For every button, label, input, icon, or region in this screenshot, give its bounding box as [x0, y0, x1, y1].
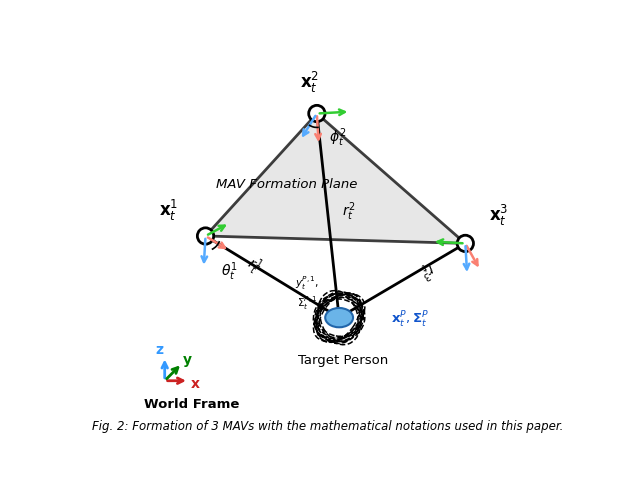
Text: Fig. 2: Formation of 3 MAVs with the mathematical notations used in this paper.: Fig. 2: Formation of 3 MAVs with the mat…: [92, 420, 564, 433]
Text: $r_t^1$: $r_t^1$: [242, 253, 266, 279]
Text: $y_t^{P,1},$
$\Sigma_t^{P,1}$: $y_t^{P,1},$ $\Sigma_t^{P,1}$: [296, 275, 320, 312]
Text: $\mathbf{x}_t^2$: $\mathbf{x}_t^2$: [300, 69, 319, 94]
Text: MAV Formation Plane: MAV Formation Plane: [216, 177, 358, 190]
Text: x: x: [191, 377, 200, 391]
Text: z: z: [155, 343, 163, 357]
Text: $\mathbf{x}_t^3$: $\mathbf{x}_t^3$: [489, 203, 508, 228]
Text: $\phi_t^2$: $\phi_t^2$: [328, 126, 346, 149]
Text: $\mathbf{x}_t^P,\mathbf{\Sigma}_t^P$: $\mathbf{x}_t^P,\mathbf{\Sigma}_t^P$: [391, 309, 429, 330]
Text: $\theta_t^1$: $\theta_t^1$: [221, 260, 238, 282]
Text: $r_t^3$: $r_t^3$: [415, 256, 438, 282]
Text: y: y: [183, 353, 192, 367]
Polygon shape: [205, 113, 465, 243]
Circle shape: [457, 235, 474, 252]
Circle shape: [197, 228, 214, 244]
Circle shape: [308, 106, 325, 121]
Text: $\mathbf{x}_t^1$: $\mathbf{x}_t^1$: [159, 198, 178, 223]
Text: Target Person: Target Person: [298, 354, 388, 367]
Text: $r_t^2$: $r_t^2$: [342, 201, 355, 223]
Ellipse shape: [325, 308, 353, 327]
Text: World Frame: World Frame: [144, 398, 239, 411]
